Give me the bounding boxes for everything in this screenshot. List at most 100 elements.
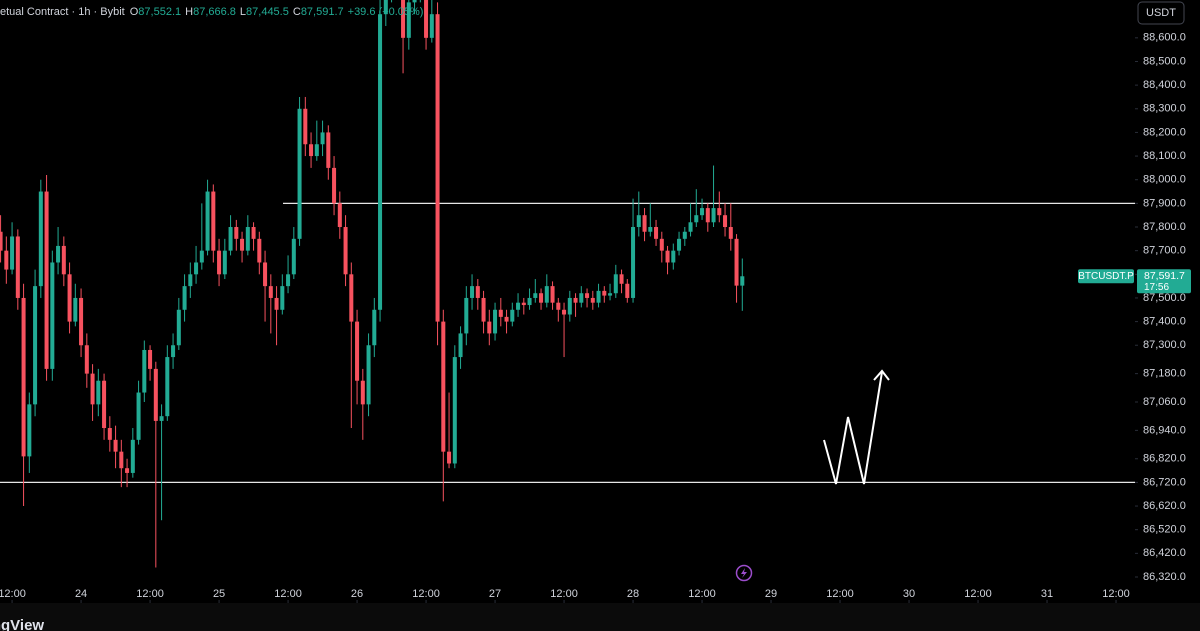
x-tick-label: 12:00: [412, 588, 440, 600]
candle-body: [263, 262, 268, 287]
candle-body: [619, 274, 624, 284]
x-tick-label: 27: [489, 588, 501, 600]
candle-body: [67, 274, 72, 322]
candle-body: [504, 316, 509, 322]
y-tick-label: 87,180.0: [1143, 368, 1186, 380]
candle-body: [527, 297, 532, 306]
candle-body: [447, 451, 452, 464]
candle-body: [107, 428, 112, 440]
x-tick-label: 12:00: [550, 588, 578, 600]
candle-body: [90, 373, 95, 405]
candle-body: [159, 416, 164, 421]
y-tick-label: 88,500.0: [1143, 55, 1186, 67]
candle-body: [654, 227, 659, 239]
last-price-label: 87,591.7: [1144, 270, 1185, 282]
candle-body: [406, 2, 411, 38]
x-tick-label: 30: [903, 588, 915, 600]
candle-body: [4, 250, 9, 270]
currency-button[interactable]: [1137, 1, 1185, 25]
candle-body: [199, 250, 204, 263]
candle-body: [642, 215, 647, 232]
candle-body: [50, 262, 55, 369]
candle-body: [412, 0, 417, 3]
candle-body: [677, 238, 682, 251]
candle-body: [286, 274, 291, 287]
symbol-tag: BTCUSDT.P: [1078, 271, 1134, 282]
candle-body: [556, 302, 561, 310]
legend-field-label: L: [240, 6, 246, 18]
candle-body: [245, 227, 250, 251]
candle-body: [165, 357, 170, 417]
y-tick-label: 88,200.0: [1143, 126, 1186, 138]
candle-body: [119, 451, 124, 469]
candle-body: [355, 321, 360, 381]
x-tick-label: 25: [213, 588, 225, 600]
candle-body: [378, 14, 383, 310]
candle-body: [194, 262, 199, 275]
y-tick-label: 86,820.0: [1143, 453, 1186, 465]
candle-body: [544, 286, 549, 303]
candle-body: [550, 286, 555, 303]
legend-field-value: 87,552.1: [138, 6, 181, 18]
candle-body: [383, 0, 388, 15]
candle-body: [740, 276, 745, 286]
candle-body: [148, 349, 153, 369]
candle-body: [297, 108, 302, 239]
legend-field-value: 87,666.8: [193, 6, 236, 18]
candle-body: [142, 349, 147, 393]
candle-body: [228, 227, 233, 251]
x-tick-label: 12:00: [136, 588, 164, 600]
candle-body: [21, 297, 26, 457]
y-tick-label: 88,600.0: [1143, 32, 1186, 44]
candle-body: [96, 380, 101, 405]
legend-field-label: O: [130, 6, 139, 18]
candle-body: [309, 144, 314, 157]
symbol-tag-box: [1078, 269, 1134, 284]
candle-body: [153, 368, 158, 421]
candle-body: [625, 283, 630, 298]
candle-body: [205, 191, 210, 251]
candle-body: [470, 286, 475, 298]
candle-body: [38, 191, 43, 287]
x-tick-label: 12:00: [274, 588, 302, 600]
candle-body: [176, 309, 181, 346]
candle-body: [84, 345, 89, 374]
candle-body: [734, 238, 739, 286]
candle-body: [487, 321, 492, 334]
candle-body: [326, 132, 331, 168]
candle-body: [510, 309, 515, 322]
candle-body: [0, 231, 3, 251]
legend-field-label: H: [185, 6, 193, 18]
candle-body: [136, 392, 141, 440]
y-tick-label: 86,720.0: [1143, 476, 1186, 488]
y-tick-label: 87,900.0: [1143, 197, 1186, 209]
candle-body: [648, 227, 653, 232]
event-icon[interactable]: [735, 564, 753, 582]
candle-body: [44, 191, 49, 369]
candle-body: [320, 132, 325, 145]
candle-body: [711, 208, 716, 223]
candle-body: [73, 297, 78, 322]
x-tick-label: 28: [627, 588, 639, 600]
candle-body: [343, 227, 348, 275]
y-tick-label: 87,300.0: [1143, 339, 1186, 351]
x-tick-label: 12:00: [826, 588, 854, 600]
x-tick-label: 29: [765, 588, 777, 600]
candle-body: [435, 14, 440, 322]
candle-body: [360, 380, 365, 405]
candle-body: [694, 215, 699, 223]
candle-body: [596, 290, 601, 303]
candle-body: [602, 290, 607, 296]
candle-body: [573, 297, 578, 303]
candle-body: [332, 167, 337, 204]
y-tick-label: 86,520.0: [1143, 524, 1186, 536]
candle-body: [234, 227, 239, 239]
candle-body: [665, 250, 670, 263]
legend-header: etual Contract · 1h · Bybit O87,552.1 H87,…: [0, 6, 423, 18]
candle-body: [15, 236, 20, 298]
candle-body: [671, 250, 676, 263]
candle-body: [274, 297, 279, 310]
candle-body: [33, 286, 38, 405]
candle-body: [705, 208, 710, 223]
